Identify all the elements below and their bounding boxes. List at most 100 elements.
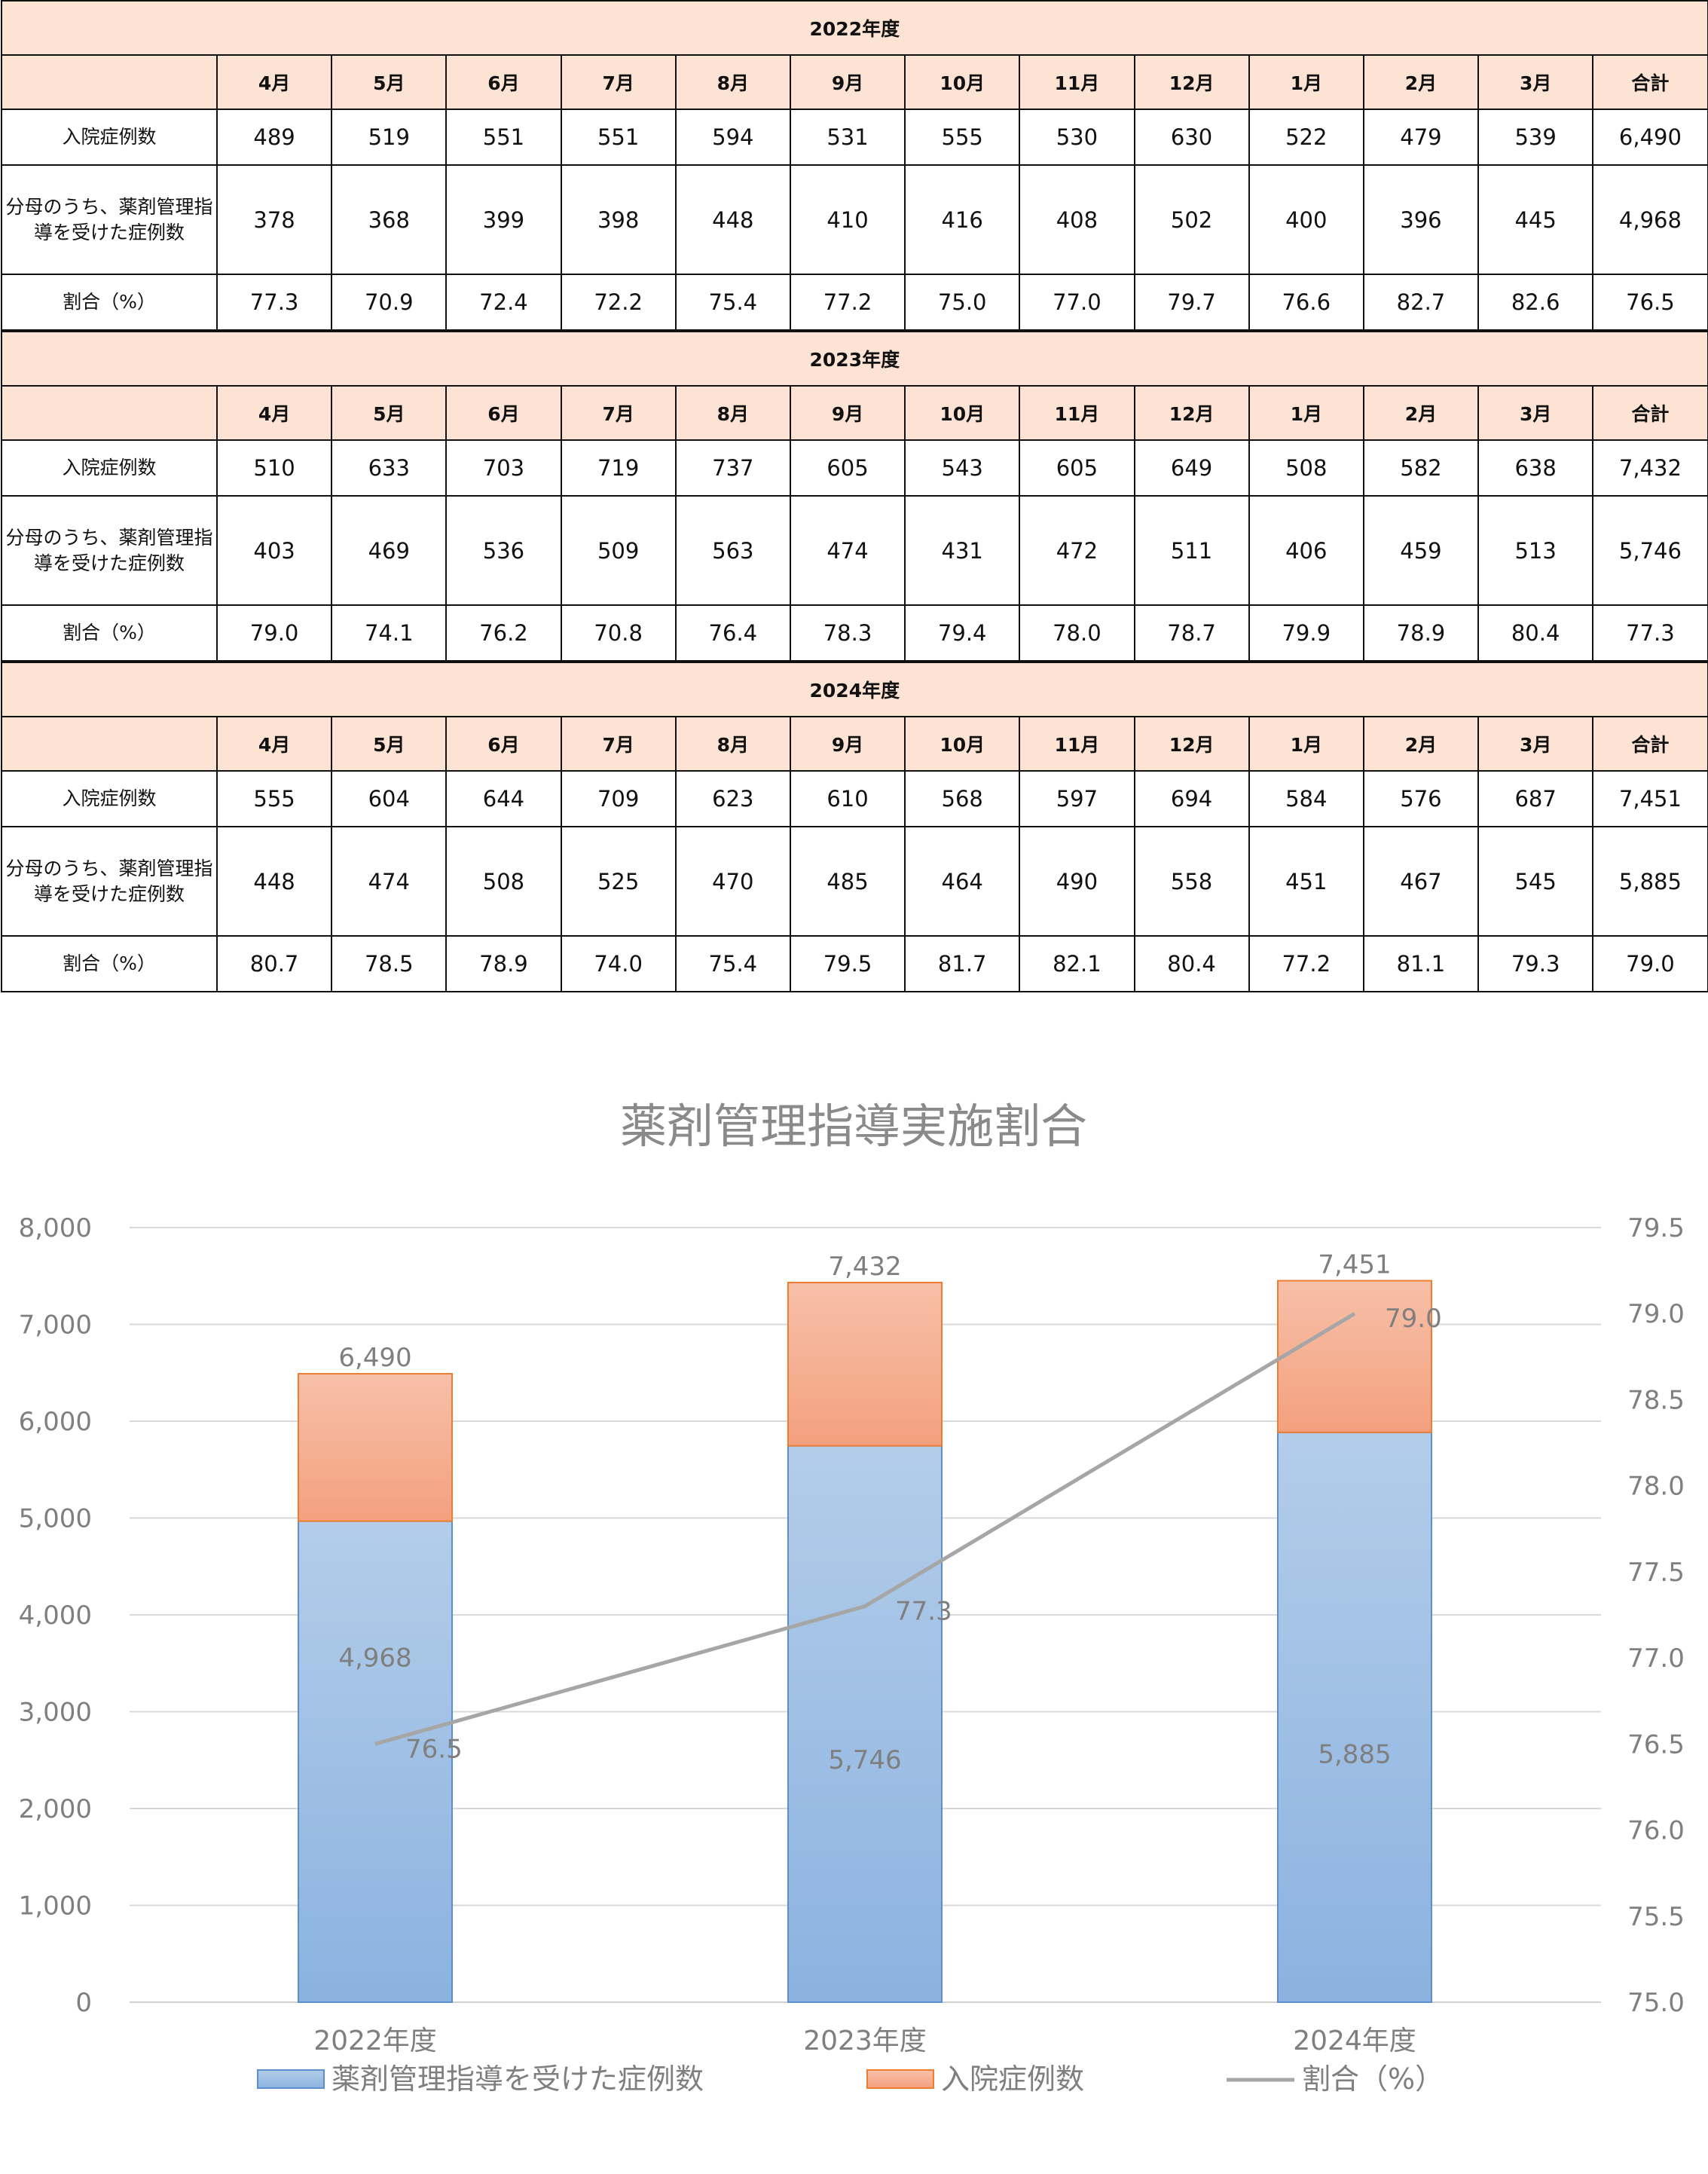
table-cell: 531 [789,109,906,166]
admissions-row: 入院症例数 510 633 703 719 737 605 543 605 649 508 582 63… [1,439,1708,497]
table-cell: 638 [1477,439,1594,497]
table-cell: 522 [1248,109,1364,166]
y-left-tick-label: 8,000 [19,1213,92,1243]
table-cell: 78.5 [331,935,448,992]
table-cell: 555 [215,770,333,827]
table-cell: 80.4 [1477,604,1594,662]
table-cell: 396 [1362,164,1480,275]
admissions-row: 入院症例数 489 519 551 551 594 531 555 530 630 522 479 53… [1,109,1708,166]
table-cell: 78.9 [1362,604,1480,662]
month-header: 8月 [674,716,791,772]
table-cell: 519 [331,109,448,166]
table-cell: 594 [674,109,791,166]
month-header: 5月 [331,54,448,110]
table-cell: 469 [331,495,448,606]
table-cell: 490 [1019,826,1135,937]
table-cell: 79.0 [1592,935,1708,992]
y-right-tick-label: 79.5 [1627,1213,1685,1243]
legend-swatch-guided [257,2069,325,2089]
table-cell: 536 [445,495,562,606]
table-cell: 508 [1248,439,1364,497]
fiscal-year-header: 2023年度 [1,331,1708,387]
table-cell: 70.8 [560,604,677,662]
table-cell: 539 [1477,109,1594,166]
table-cell: 464 [904,826,1021,937]
table-cell: 459 [1362,495,1480,606]
table-cell: 563 [674,495,791,606]
table-cell: 558 [1133,826,1250,937]
table-cell: 378 [215,164,333,275]
table-cell: 633 [331,439,448,497]
month-header: 3月 [1477,385,1594,441]
table-cell: 737 [674,439,791,497]
month-header: 12月 [1133,54,1250,110]
fiscal-year-table: 2023年度 4月 5月 6月 7月 8月 9月 10月 11月 12月 1月 2月 3月 合計 入院症例数… [1,331,1708,662]
table-cell: 79.3 [1477,935,1594,992]
y-right-tick-label: 76.5 [1627,1729,1685,1760]
table-cell: 610 [789,770,906,827]
month-header: 2月 [1362,54,1480,110]
table-cell: 72.2 [560,274,677,331]
table-cell: 79.7 [1133,274,1250,331]
table-cell: 709 [560,770,677,827]
table-cell: 82.7 [1362,274,1480,331]
table-cell: 77.3 [215,274,333,331]
data-label-ratio: 79.0 [1385,1304,1442,1334]
month-header: 2月 [1362,716,1480,772]
table-cell: 416 [904,164,1021,275]
month-header: 11月 [1019,385,1135,441]
table-cell: 75.4 [674,274,791,331]
table-cell: 687 [1477,770,1594,827]
legend-label-ratio: 割合（%） [1302,2062,1444,2096]
table-cell: 555 [904,109,1021,166]
table-cell: 472 [1019,495,1135,606]
table-cell: 72.4 [445,274,562,331]
month-header: 9月 [789,716,906,772]
row-label: 割合（%） [1,274,218,331]
month-header: 8月 [674,54,791,110]
table-cell: 474 [331,826,448,937]
month-header: 5月 [331,716,448,772]
table-cell: 584 [1248,770,1364,827]
month-header: 10月 [904,54,1021,110]
table-cell: 79.4 [904,604,1021,662]
table-cell: 81.1 [1362,935,1480,992]
y-left-tick-label: 4,000 [19,1601,92,1631]
table-cell: 400 [1248,164,1364,275]
chart-title: 薬剤管理指導実施割合 [620,1099,1087,1154]
table-cell: 76.5 [1592,274,1708,331]
guided-cases-row: 分母のうち、薬剤管理指導を受けた症例数 378 368 399 398 448 410 416… [1,164,1708,275]
bar-admissions-segment [787,1281,943,1447]
month-header: 8月 [674,385,791,441]
bar-admissions-segment [298,1373,453,1522]
table-cell: 7,451 [1592,770,1708,827]
table-cell: 78.0 [1019,604,1135,662]
ratio-row: 割合（%） 80.7 78.5 78.9 74.0 75.4 79.5 81.7 82.1 80.… [1,935,1708,992]
header-blank-cell [1,385,218,441]
table-cell: 77.2 [1248,935,1364,992]
data-label-guided-cases: 5,746 [828,1745,901,1775]
table-cell: 368 [331,164,448,275]
month-header: 4月 [215,716,333,772]
table-cell: 551 [445,109,562,166]
data-label-admissions: 6,490 [338,1343,411,1373]
bar-guided-cases [298,1520,453,2003]
table-cell: 74.1 [331,604,448,662]
data-label-guided-cases: 5,885 [1318,1739,1391,1769]
table-cell: 597 [1019,770,1135,827]
month-header: 2月 [1362,385,1480,441]
table-cell: 448 [674,164,791,275]
table-cell: 509 [560,495,677,606]
x-category-label: 2023年度 [803,2026,927,2056]
table-cell: 79.5 [789,935,906,992]
table-cell: 79.0 [215,604,333,662]
table-cell: 511 [1133,495,1250,606]
row-label: 分母のうち、薬剤管理指導を受けた症例数 [1,495,218,606]
month-header: 7月 [560,716,677,772]
data-label-ratio: 76.5 [405,1734,463,1764]
legend-swatch-admissions [866,2069,934,2089]
row-label: 割合（%） [1,604,218,662]
table-cell: 719 [560,439,677,497]
table-cell: 76.6 [1248,274,1364,331]
table-cell: 605 [789,439,906,497]
